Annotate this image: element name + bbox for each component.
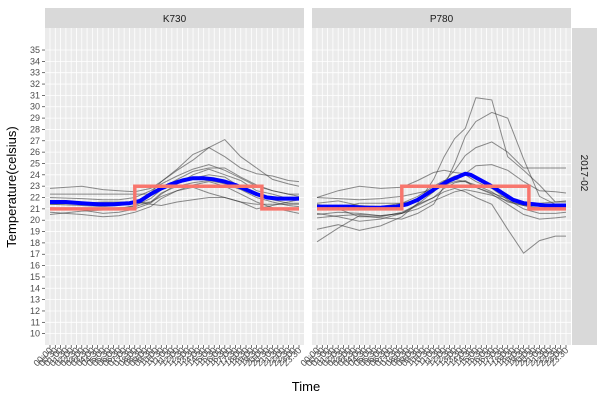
panel-strip-label: K730 [163,14,187,25]
row-strip-background [572,28,597,345]
setpoint-line [317,184,566,211]
y-tick-label: 30 [30,102,40,112]
series-line-1 [50,167,299,195]
panel-strip-label: P780 [430,14,454,25]
y-tick-label: 22 [30,193,40,203]
y-tick-label: 31 [30,90,40,100]
y-tick-label: 13 [30,295,40,305]
x-axis: 00:0000:3001:0001:3002:0002:3003:0003:30… [31,345,570,368]
y-tick-label: 25 [30,158,40,168]
y-tick-label: 26 [30,147,40,157]
y-tick-label: 20 [30,215,40,225]
y-axis-title: Temperature(celsius) [4,126,19,247]
y-tick-label: 12 [30,306,40,316]
y-tick-label: 19 [30,227,40,237]
panel-k730: K730 [45,8,304,345]
x-axis-title: Time [292,379,320,394]
panels-layer: K730 P780 [45,8,571,345]
y-tick-label: 14 [30,283,40,293]
y-tick-label: 33 [30,68,40,78]
series-line-4 [316,141,566,210]
panel-p780: P780 [312,8,571,345]
y-tick-label: 21 [30,204,40,214]
setpoint-line [50,184,299,211]
y-tick-label: 17 [30,249,40,259]
y-tick-label: 11 [31,317,40,327]
y-tick-label: 16 [30,261,40,271]
y-tick-label: 27 [30,136,40,146]
panel-strip-background [312,8,571,28]
panel-strip-background [45,8,304,28]
row-strip-label: 2017-02 [578,155,589,192]
series-line-2 [316,97,566,231]
y-tick-label: 24 [30,170,40,180]
row-strip: 2017-02 [572,28,597,345]
series-line-2 [49,147,300,193]
y-tick-label: 34 [30,56,40,66]
y-tick-label: 28 [30,124,40,134]
y-tick-label: 29 [30,113,40,123]
y-tick-label: 10 [30,329,40,339]
y-tick-label: 32 [30,79,40,89]
y-tick-label: 15 [30,272,40,282]
y-tick-label: 18 [30,238,40,248]
y-tick-label: 35 [30,45,40,55]
series-line-8 [49,164,300,201]
y-tick-label: 23 [30,181,40,191]
series-line-10 [316,187,566,254]
